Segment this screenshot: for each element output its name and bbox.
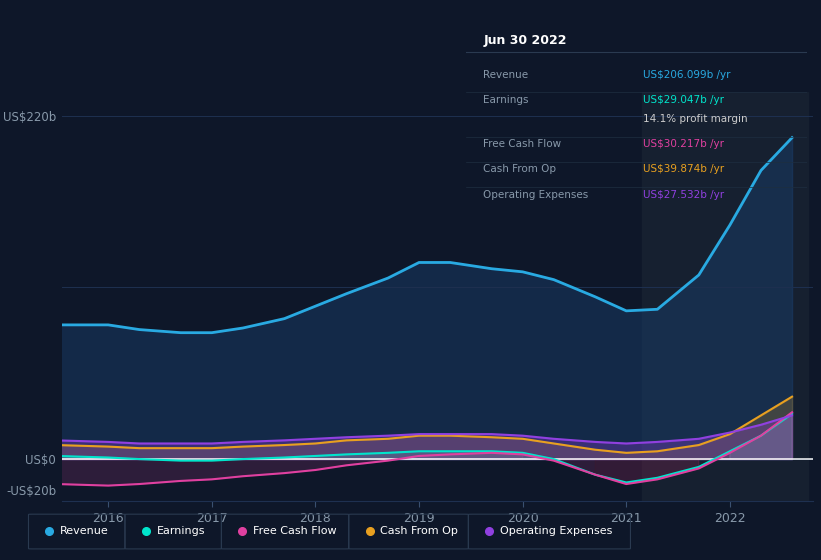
Text: 14.1% profit margin: 14.1% profit margin [644,114,748,124]
Text: Cash From Op: Cash From Op [380,526,458,535]
Text: Cash From Op: Cash From Op [484,165,557,174]
Text: Operating Expenses: Operating Expenses [484,189,589,199]
Text: Operating Expenses: Operating Expenses [500,526,612,535]
Text: US$39.874b /yr: US$39.874b /yr [644,165,725,174]
Text: US$30.217b /yr: US$30.217b /yr [644,139,724,150]
Text: Earnings: Earnings [157,526,205,535]
Text: Earnings: Earnings [484,95,529,105]
Text: Free Cash Flow: Free Cash Flow [253,526,337,535]
Text: US$29.047b /yr: US$29.047b /yr [644,95,724,105]
Text: Revenue: Revenue [484,70,529,80]
Text: Jun 30 2022: Jun 30 2022 [484,34,566,47]
Text: US$206.099b /yr: US$206.099b /yr [644,70,731,80]
Text: Free Cash Flow: Free Cash Flow [484,139,562,150]
Bar [642,92,808,501]
Text: US$27.532b /yr: US$27.532b /yr [644,189,725,199]
Text: Revenue: Revenue [60,526,109,535]
